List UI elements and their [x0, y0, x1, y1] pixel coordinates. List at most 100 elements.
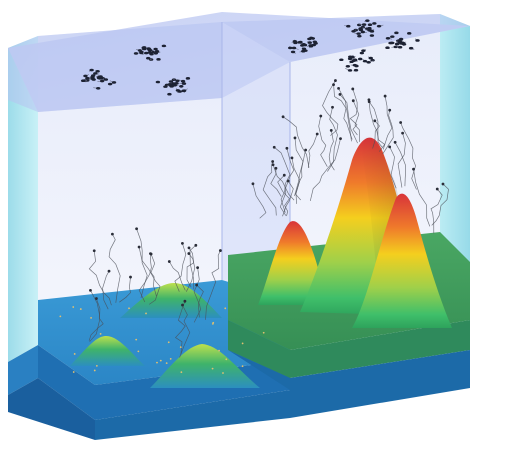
lid-dot [107, 82, 113, 86]
lid-dot [415, 39, 420, 42]
trajectory-path [322, 80, 339, 136]
trajectory-path [138, 253, 152, 303]
trajectory-path [193, 267, 201, 323]
lid-dot [155, 80, 161, 84]
lid-dot [339, 58, 344, 62]
trajectory-path [88, 290, 104, 341]
lid-dot [149, 52, 154, 56]
lid-dot [161, 44, 167, 48]
lid-dot [376, 24, 382, 28]
trajectory-path [272, 164, 295, 201]
trajectory-path [328, 130, 335, 171]
surface-particle [165, 362, 168, 365]
lid-dot [372, 22, 377, 25]
molecule-dot [383, 94, 387, 98]
trajectory-path [318, 116, 328, 167]
lid-dot [177, 90, 182, 93]
lid-dot [85, 76, 90, 80]
molecule-dot [290, 156, 294, 160]
trajectory-path [119, 277, 131, 303]
lid-dot [147, 48, 152, 52]
lid-dot [80, 79, 86, 82]
molecule-dot [196, 266, 200, 269]
lid-dot [352, 58, 358, 62]
molecule-dot [194, 243, 198, 247]
surface-particle [211, 322, 214, 325]
lid-dot [139, 51, 144, 55]
surface-particle [79, 308, 82, 310]
trajectory-path [431, 183, 449, 226]
top-face-clusters [80, 19, 420, 96]
trajectory-path [309, 138, 341, 201]
lid-dot [390, 35, 395, 38]
lid-dot [358, 28, 364, 32]
surface-particle [59, 315, 62, 318]
trajectory-path [382, 110, 394, 155]
trajectory-path [277, 174, 290, 217]
molecule-dot [286, 179, 290, 183]
lid-dot [167, 83, 173, 86]
molecule-dot [393, 140, 397, 144]
molecule-dot [338, 92, 342, 96]
molecule-dot [110, 232, 114, 236]
surface-particle [145, 312, 147, 315]
molecule-dot [107, 269, 111, 273]
molecule-dot [435, 187, 439, 191]
trajectory-path [179, 304, 191, 358]
lid-dot [346, 24, 351, 28]
molecule-dot [167, 260, 171, 263]
trajectory-path [88, 250, 112, 306]
lid-dot [95, 86, 101, 90]
surface-particle [224, 307, 227, 310]
surface-particle [241, 342, 244, 345]
surface-particle [93, 369, 96, 372]
lid-dot [154, 50, 160, 53]
molecule-dot [304, 148, 308, 152]
trajectory-path [394, 142, 406, 187]
surface-particle [179, 346, 182, 349]
surface-particle [218, 349, 220, 352]
surface-particle [135, 338, 138, 341]
trajectory-path [372, 120, 380, 149]
trajectory-path [430, 188, 443, 234]
molecule-dot [129, 275, 132, 279]
molecule-dot [315, 132, 319, 136]
lid-dot [91, 78, 96, 81]
trajectory-path [291, 157, 301, 204]
molecule-dot [334, 79, 337, 82]
lid-dot [369, 29, 374, 33]
box-left-side-wall [8, 36, 38, 362]
molecule-dot [373, 119, 377, 123]
lid-dot [179, 84, 184, 88]
trajectory-path [349, 88, 358, 136]
molecule-dot [251, 182, 255, 186]
right-peak-right [352, 193, 452, 328]
trajectory-path [150, 253, 157, 297]
trajectory-path [397, 133, 406, 188]
molecule-dot [319, 114, 323, 118]
trajectory-path [174, 243, 187, 292]
left-peak-back [120, 282, 222, 318]
lid-dot [394, 31, 399, 35]
lid-dot [357, 34, 362, 38]
surface-particle [95, 365, 98, 367]
molecule-dot [187, 252, 191, 255]
lid-dot [111, 81, 117, 84]
molecule-dot [89, 288, 92, 292]
trajectory-path [368, 101, 383, 148]
lid-dot [174, 82, 179, 85]
molecule-dot [92, 249, 96, 253]
lid-dot [397, 40, 403, 44]
lid-dot [408, 46, 414, 50]
molecule-dot [135, 227, 139, 231]
lid-dot [362, 59, 368, 63]
trajectory-path [413, 169, 431, 227]
lid-dot [181, 89, 186, 93]
lid-dot [369, 34, 375, 37]
molecule-dot [399, 121, 403, 124]
molecule-dot [367, 100, 371, 104]
surface-particle [72, 306, 75, 308]
lid-dot [308, 44, 313, 47]
surface-particle [180, 371, 183, 374]
lid-dot [303, 49, 308, 52]
